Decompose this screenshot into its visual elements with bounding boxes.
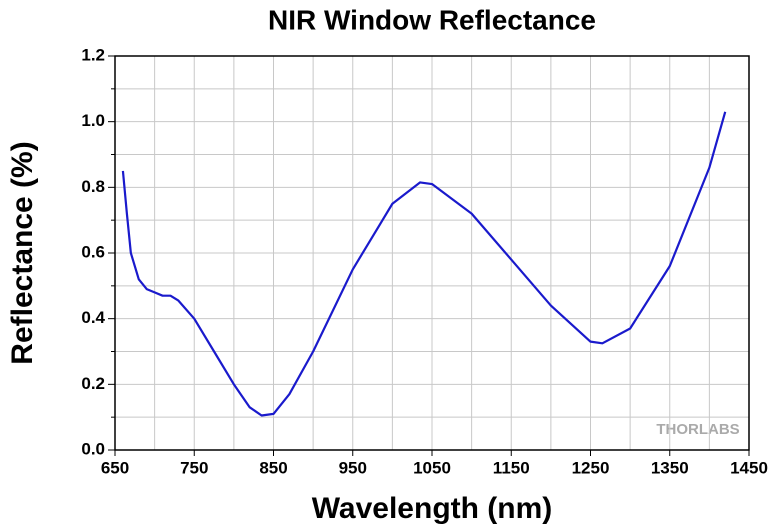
y-axis-label: Reflectance (%) bbox=[6, 141, 39, 364]
x-tick-label: 1350 bbox=[651, 458, 689, 477]
x-tick-label: 750 bbox=[180, 458, 208, 477]
x-tick-label: 1250 bbox=[572, 458, 610, 477]
y-tick-label: 0.0 bbox=[81, 439, 105, 458]
data-line bbox=[121, 111, 727, 417]
chart-title: NIR Window Reflectance bbox=[268, 4, 596, 35]
x-tick-label: 1150 bbox=[493, 458, 530, 477]
y-tick-label: 1.0 bbox=[81, 111, 105, 130]
x-tick-label: 650 bbox=[101, 458, 129, 477]
plot-frame bbox=[114, 55, 750, 451]
y-tick-label: 0.6 bbox=[81, 242, 105, 261]
x-tick-label: 1050 bbox=[413, 458, 451, 477]
grid bbox=[114, 55, 750, 451]
y-tick-label: 0.4 bbox=[81, 308, 105, 327]
y-tick-label: 0.8 bbox=[81, 177, 105, 196]
x-tick-label: 850 bbox=[259, 458, 287, 477]
watermark: THORLABS bbox=[656, 421, 739, 438]
x-tick-label: 950 bbox=[339, 458, 367, 477]
x-tick-label: 1450 bbox=[730, 458, 768, 477]
y-tick-label: 1.2 bbox=[81, 45, 105, 64]
y-tick-label: 0.2 bbox=[81, 374, 105, 393]
x-axis-label: Wavelength (nm) bbox=[312, 492, 553, 525]
